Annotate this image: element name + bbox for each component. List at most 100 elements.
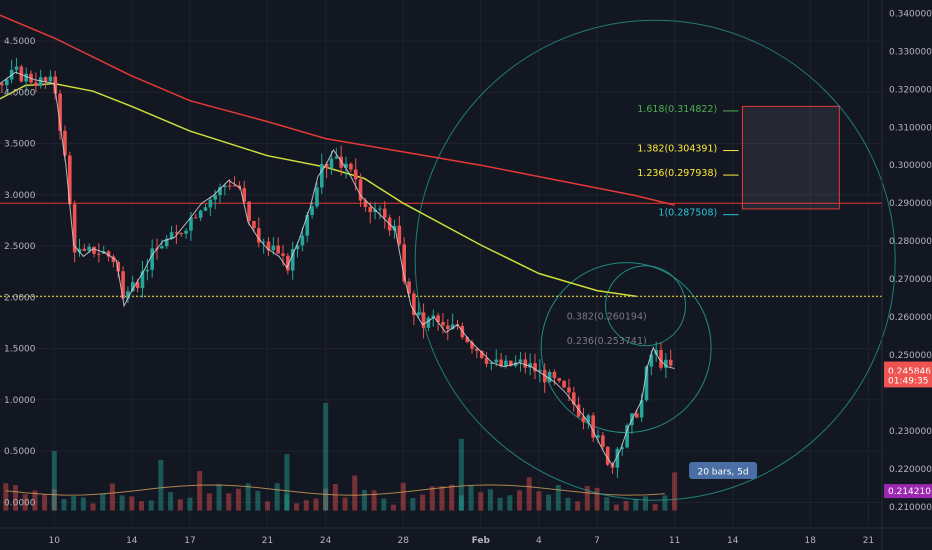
candle-body (620, 447, 625, 449)
candle-body (470, 342, 474, 349)
candle-body (475, 348, 479, 351)
volume-bar (584, 486, 590, 511)
volume-bar (332, 483, 338, 511)
left-axis: 4.5000 4.0000 3.5000 3.0000 2.5000 2.0000 1.50… (4, 37, 36, 508)
fib-extension-levels[interactable]: 1.618(0.314822) 1.382(0.304391) 1.236(0.29… (637, 104, 739, 219)
volume-bar (187, 497, 193, 511)
candle-body (252, 221, 256, 229)
volume-bars (3, 402, 678, 511)
candle-body (363, 200, 368, 207)
price-label-bg (884, 373, 932, 388)
volume-bar (507, 495, 513, 511)
volume-bar (352, 475, 358, 511)
volume-bar (284, 494, 290, 511)
time-axis[interactable]: 10 14 17 21 24 28 Feb 4 7 11 14 18 21 (49, 536, 875, 546)
volume-bar (206, 493, 212, 511)
candle-body (63, 130, 67, 156)
candle-body (310, 206, 314, 215)
right-axis-tick: 0.320000 (889, 85, 932, 95)
candle-body (324, 164, 329, 168)
candle-body (247, 201, 251, 222)
right-axis-tick: 0.290000 (889, 199, 932, 209)
right-axis-tick: 0.330000 (889, 47, 932, 57)
candle-body (373, 209, 377, 213)
candle-body (518, 359, 523, 363)
candle-body (218, 187, 222, 196)
volume-bar (13, 485, 19, 511)
candle-body (77, 248, 82, 253)
target-box[interactable] (741, 105, 840, 210)
volume-bar (478, 492, 484, 511)
candle-body (208, 199, 213, 208)
candle-body (126, 291, 130, 299)
candle-body (4, 79, 9, 86)
volume-bar (468, 485, 474, 511)
fib-level-label: 1.382(0.304391) (637, 144, 717, 155)
volume-bar (555, 484, 561, 511)
candle-body (232, 185, 237, 187)
candle-body (256, 228, 261, 243)
candle-body (92, 246, 96, 254)
measure-badge-bg (689, 462, 758, 480)
candle-body (358, 179, 363, 201)
price-label: 0.214210 (888, 487, 931, 497)
price-label: 0.245846 (888, 367, 931, 377)
candle-body (58, 93, 62, 131)
candle-body (416, 312, 421, 316)
volume-bar (381, 498, 387, 511)
volume-bar (323, 488, 329, 511)
right-axis-tick: 0.250000 (889, 351, 932, 361)
volume-bar (410, 498, 416, 511)
candle-body (586, 415, 591, 423)
candle-body (198, 210, 203, 218)
candle-body (315, 187, 319, 207)
candle-body (193, 217, 198, 219)
time-axis-tick: 21 (863, 536, 874, 546)
left-axis-tick: 4.5000 (4, 37, 36, 47)
volume-bar (158, 459, 164, 511)
left-axis-tick: 2.5000 (4, 242, 36, 252)
candle-body (605, 446, 610, 465)
candle-body (116, 261, 121, 272)
volume-bar (420, 494, 426, 511)
target-box-rect (741, 105, 840, 210)
candle-body (402, 244, 406, 282)
candle-body (533, 363, 537, 372)
volume-bar (342, 497, 348, 511)
right-axis-tick: 0.210000 (889, 503, 932, 513)
candle-body (547, 372, 552, 383)
candle-body (295, 245, 300, 250)
candle-body (421, 312, 426, 328)
volume-bar (235, 488, 241, 511)
volume-bar (80, 497, 86, 511)
candle-body (97, 253, 101, 255)
time-axis-tick: 14 (727, 536, 739, 546)
candle-body (179, 233, 184, 235)
candle-body (499, 359, 503, 367)
candle-body (465, 337, 469, 343)
measure-badge[interactable]: 20 bars, 5d (689, 462, 758, 480)
candle-body (557, 378, 562, 381)
volume-bar (274, 483, 280, 511)
volume-bar (245, 483, 251, 511)
candle-body (87, 246, 91, 251)
right-axis[interactable]: 0.340000 0.330000 0.320000 0.310000 0.300000… (889, 9, 932, 513)
volume-bar (148, 500, 154, 511)
left-axis-tick: 0.5000 (4, 447, 36, 457)
candle-body (174, 232, 179, 234)
volume-bar (371, 490, 377, 511)
volume-bar (643, 496, 649, 511)
candle-body (407, 281, 411, 294)
candle-body (436, 315, 440, 323)
left-axis-tick: 3.0000 (4, 191, 36, 201)
candle-body (431, 315, 436, 318)
fib-circle-small (605, 265, 687, 347)
retracement-label: 0.382(0.260194) (567, 311, 647, 322)
volume-bar (526, 477, 532, 511)
candle-body (72, 204, 77, 253)
candle-body (344, 163, 348, 168)
right-axis-tick: 0.220000 (889, 465, 932, 475)
retracement-label: 0.236(0.253741) (567, 336, 647, 347)
candle-body (508, 360, 513, 366)
